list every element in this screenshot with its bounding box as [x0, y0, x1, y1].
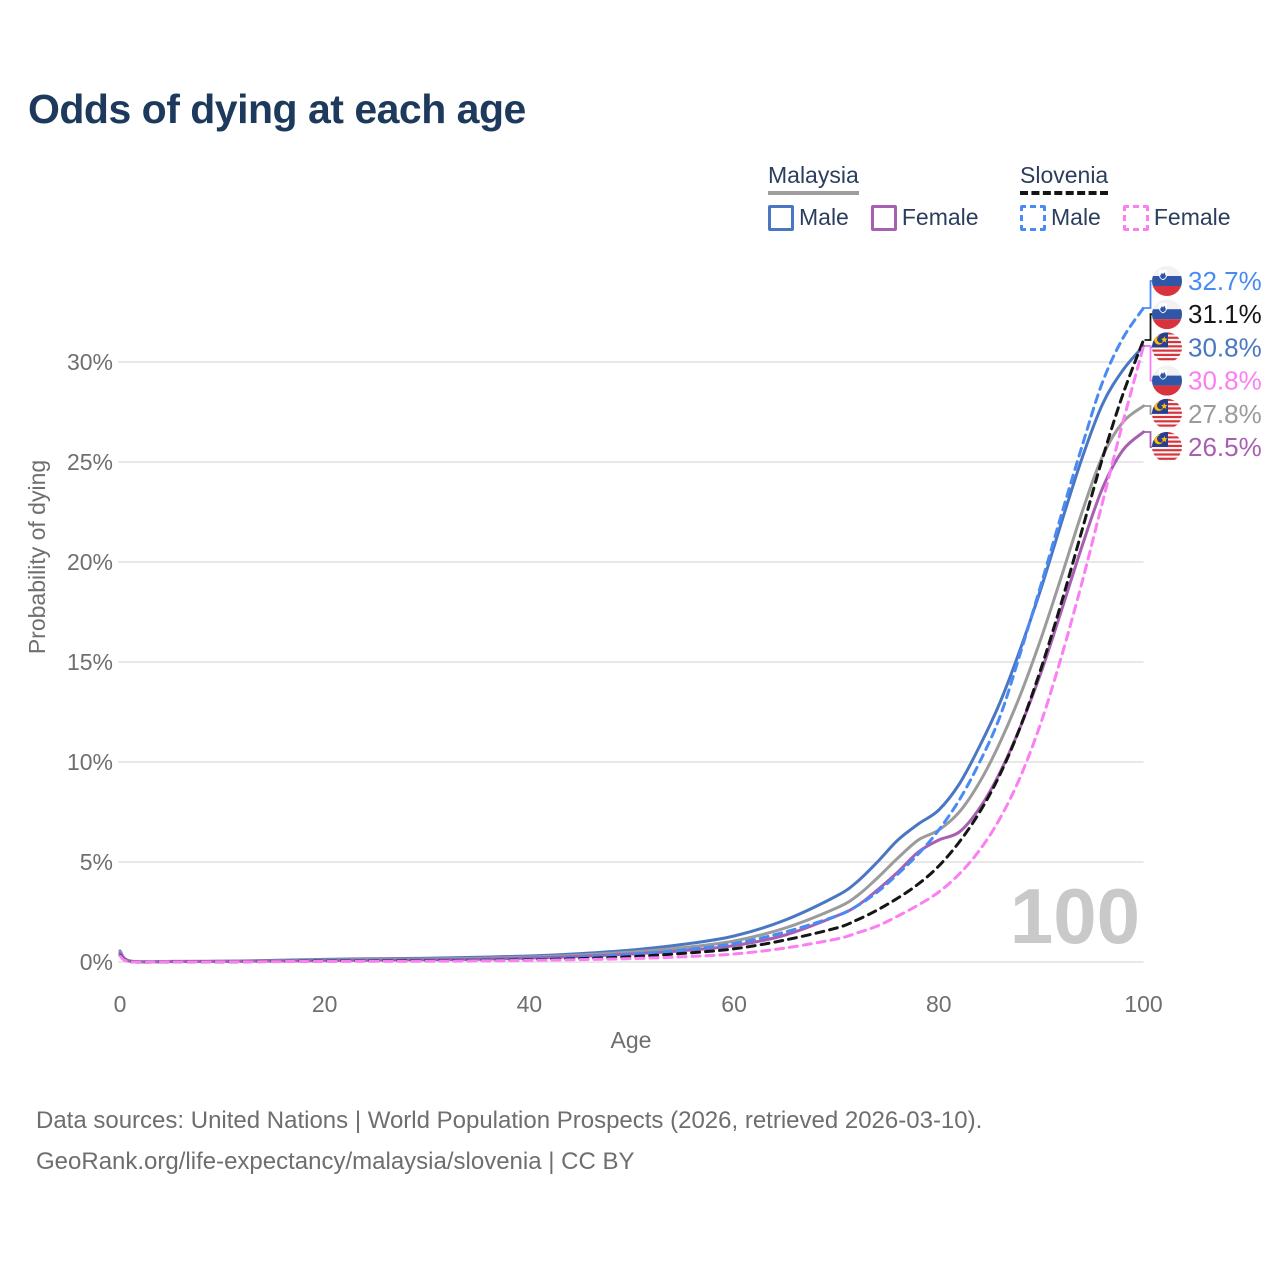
odds-of-dying-chart: 0% 5% 10% 15% 20% 25% 30% 0 20 40 60 80 100 Probabi… — [24, 266, 1262, 1053]
legend-group-slovenia: Slovenia Male Female — [1020, 162, 1231, 231]
end-label-value: 32.7% — [1188, 266, 1262, 296]
end-label-connector — [1144, 313, 1154, 341]
slovenia-flag-icon — [1152, 299, 1182, 329]
end-label-connector — [1144, 345, 1154, 382]
legend-country-malaysia[interactable]: Malaysia — [768, 162, 859, 196]
x-tick-label: 80 — [926, 991, 952, 1017]
y-tick-label: 10% — [67, 749, 113, 775]
end-label-value: 31.1% — [1188, 299, 1262, 329]
gridlines — [118, 361, 1144, 963]
end-label-value: 27.8% — [1188, 399, 1262, 429]
legend-item-slovenia-female[interactable]: Female — [1122, 204, 1231, 231]
y-axis-tick-labels: 0% 5% 10% 15% 20% 25% 30% — [67, 349, 113, 975]
end-label-value: 26.5% — [1188, 432, 1262, 462]
legend-item-label: Female — [1153, 204, 1231, 231]
series-line-slovenia-male[interactable] — [118, 306, 1145, 964]
x-tick-label: 60 — [721, 991, 747, 1017]
checkbox-icon — [1122, 204, 1149, 231]
checkbox-icon — [1020, 204, 1046, 231]
y-tick-label: 5% — [80, 849, 113, 875]
x-tick-label: 20 — [312, 991, 338, 1017]
page-title: Odds of dying at each age — [28, 86, 526, 132]
series-line-malaysia-male[interactable] — [118, 344, 1145, 964]
y-tick-label: 30% — [67, 349, 113, 375]
checkbox-icon — [768, 204, 794, 231]
legend-item-malaysia-female[interactable]: Female — [870, 204, 979, 231]
y-axis-title: Probability of dying — [24, 460, 50, 654]
x-tick-label: 40 — [517, 991, 543, 1017]
y-tick-label: 20% — [67, 549, 113, 575]
malaysia-flag-icon — [1152, 332, 1182, 362]
malaysia-flag-icon — [1152, 432, 1182, 462]
x-tick-label: 100 — [1124, 991, 1162, 1017]
hover-age-watermark: 100 — [1010, 872, 1140, 960]
y-tick-label: 0% — [80, 949, 113, 975]
malaysia-flag-icon — [1152, 399, 1182, 429]
legend-item-label: Female — [901, 204, 979, 231]
series-lines — [118, 306, 1145, 964]
slovenia-flag-icon — [1152, 266, 1182, 296]
series-line-malaysia-female[interactable] — [118, 430, 1145, 964]
data-sources-line: Data sources: United Nations | World Pop… — [36, 1107, 983, 1134]
legend-item-label: Male — [1051, 204, 1101, 231]
y-tick-label: 15% — [67, 649, 113, 675]
end-label-connector — [1144, 431, 1154, 448]
x-axis-tick-labels: 0 20 40 60 80 100 — [114, 991, 1163, 1017]
end-label-value: 30.8% — [1188, 332, 1262, 362]
data-sources-footer: Data sources: United Nations | World Pop… — [36, 1100, 982, 1182]
x-axis-title: Age — [611, 1027, 652, 1053]
series-end-labels: 32.7%31.1%30.8%30.8%27.8%26.5% — [1144, 266, 1262, 462]
series-line-slovenia-both-sexes[interactable] — [118, 338, 1145, 964]
y-tick-label: 25% — [67, 449, 113, 475]
legend-item-malaysia-male[interactable]: Male — [768, 204, 849, 231]
series-line-slovenia-female[interactable] — [118, 344, 1145, 964]
legend-item-slovenia-male[interactable]: Male — [1020, 204, 1101, 231]
legend-group-malaysia: Malaysia Male Female — [768, 162, 979, 231]
series-line-malaysia-both-sexes[interactable] — [118, 404, 1145, 964]
x-tick-label: 0 — [114, 991, 127, 1017]
attribution-line: GeoRank.org/life-expectancy/malaysia/slo… — [36, 1148, 635, 1175]
legend-country-slovenia[interactable]: Slovenia — [1020, 162, 1109, 196]
end-label-value: 30.8% — [1188, 366, 1262, 396]
slovenia-flag-icon — [1152, 366, 1182, 396]
end-label-connector — [1144, 280, 1154, 309]
checkbox-icon — [870, 204, 897, 231]
legend-item-label: Male — [799, 204, 849, 231]
